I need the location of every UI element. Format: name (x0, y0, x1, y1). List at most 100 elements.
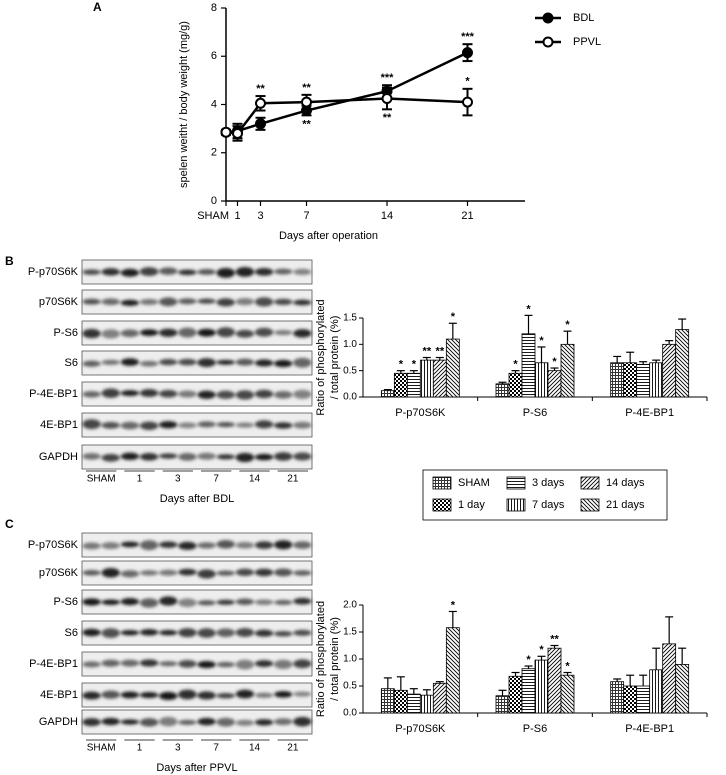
bar (675, 664, 690, 714)
blot-band (159, 691, 178, 701)
bar (521, 333, 536, 398)
point (462, 47, 473, 59)
blot-band (139, 421, 159, 431)
significance: ** (436, 345, 445, 357)
blot-band (139, 329, 159, 337)
blot-band (178, 269, 197, 276)
lane-label: SHAM (87, 474, 116, 485)
significance: ** (256, 83, 265, 95)
blot-band (293, 597, 312, 605)
legend-label: SHAM (458, 477, 490, 489)
bar (445, 627, 460, 714)
error-bar (524, 314, 533, 334)
blot-band (82, 452, 101, 460)
blot-band (235, 719, 255, 726)
y-tick-label: 4 (211, 98, 217, 110)
error-bar (498, 689, 507, 696)
significance: * (451, 599, 456, 611)
blot-band (178, 628, 197, 638)
lane-label: 3 (175, 474, 181, 485)
blot-band (197, 569, 216, 579)
blot-bands (82, 452, 312, 463)
blot-x-label: Days after PPVL (156, 762, 237, 774)
error-bar (435, 681, 444, 684)
blot-band (274, 691, 293, 698)
blot-band (178, 298, 197, 305)
blot-bands (82, 539, 312, 551)
blot-band (139, 453, 159, 461)
blot-band (101, 659, 120, 667)
blot-band (293, 268, 312, 275)
blot-band (101, 690, 120, 699)
error-bar (639, 674, 648, 686)
blot-band (159, 328, 178, 338)
blot-band (178, 541, 197, 550)
blot-band (293, 716, 312, 727)
blot-band (178, 598, 197, 608)
bar (623, 362, 638, 398)
blot-band (159, 541, 178, 549)
y-tick-label: 8 (211, 2, 217, 14)
point (462, 96, 473, 108)
error-bar (678, 647, 687, 665)
bar (393, 689, 408, 714)
blot-strip (81, 259, 313, 285)
blot-row-label: 4E-BP1 (40, 419, 78, 431)
blot-band (159, 453, 178, 459)
significance: * (513, 359, 518, 371)
significance: * (565, 660, 570, 672)
blot-band (274, 359, 293, 368)
x-tick-label: P-p70S6K (395, 407, 446, 419)
significance: * (451, 311, 456, 323)
blot-band (293, 541, 312, 549)
blot-band (235, 598, 255, 605)
bar (380, 390, 395, 398)
lane-label: 1 (137, 743, 143, 754)
blot-band (101, 359, 120, 365)
blot-band (216, 390, 235, 400)
blot-band (139, 389, 159, 398)
blot-band (178, 719, 197, 725)
bar (406, 693, 421, 714)
bar (534, 659, 549, 714)
error-bar (383, 677, 392, 689)
significance: *** (381, 72, 395, 84)
blot-band (120, 299, 140, 306)
blot-band (293, 299, 312, 306)
blot-band (235, 628, 255, 637)
blot-band (178, 689, 197, 700)
legend-label: 14 days (606, 477, 645, 489)
blot-band (159, 629, 178, 636)
blot-row-label: P-p70S6K (28, 539, 79, 551)
blot-band (101, 717, 120, 726)
blot-band (197, 717, 216, 726)
x-tick-label: SHAM (197, 210, 229, 222)
error-bar (550, 367, 559, 371)
point (220, 126, 232, 138)
error-bar (396, 676, 405, 691)
significance: ** (423, 345, 432, 357)
blot-band (216, 692, 235, 699)
blot-band (120, 390, 140, 397)
blot-band (82, 598, 101, 606)
blot-band (274, 599, 293, 605)
x-tick-label: 21 (461, 210, 473, 222)
significance: * (539, 644, 544, 656)
blot-band (254, 297, 274, 307)
legend-swatch (506, 498, 526, 512)
blot-band (254, 267, 274, 276)
bar (636, 363, 651, 398)
blot-band (159, 569, 178, 576)
blot-band (120, 421, 140, 430)
blot-band (216, 628, 235, 638)
significance: * (526, 654, 531, 666)
blot-band (235, 266, 255, 277)
blot-bands (82, 266, 312, 278)
significance: * (552, 356, 557, 368)
significance: * (465, 76, 470, 88)
error-bar (511, 671, 520, 677)
error-bar (652, 647, 661, 670)
blot-band (82, 419, 101, 430)
blot-band (159, 421, 178, 429)
bar (649, 669, 664, 714)
